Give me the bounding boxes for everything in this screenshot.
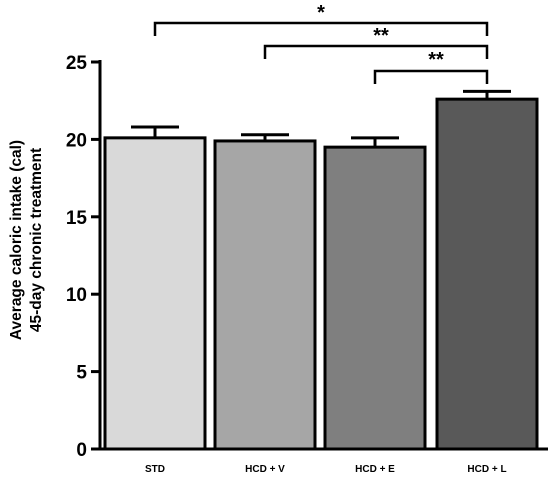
x-tick-label-0: STD xyxy=(145,464,165,475)
significance-label-1: ** xyxy=(373,25,389,47)
significance-label-2: ** xyxy=(428,49,444,71)
significance-label-0: * xyxy=(317,2,325,24)
x-tick-label-2: HCD + E xyxy=(355,464,395,475)
y-tick-label-25: 25 xyxy=(66,53,88,74)
significance-bracket-1 xyxy=(263,44,489,59)
bar-hcd-e xyxy=(323,145,427,451)
y-axis-label-line-2: 45-day chronic treatment xyxy=(28,148,45,332)
error-bar-0 xyxy=(131,125,179,138)
x-tick-label-1: HCD + V xyxy=(245,464,285,475)
y-tick-label-5: 5 xyxy=(76,363,87,384)
error-bar-2 xyxy=(351,136,399,148)
x-tick-label-3: HCD + L xyxy=(467,464,506,475)
y-tick-label-15: 15 xyxy=(66,208,88,229)
y-tick-label-20: 20 xyxy=(66,130,87,151)
y-axis-label-line-1: Average caloric intake (cal) xyxy=(8,140,25,340)
bar-std xyxy=(103,136,207,451)
bar-hcd-l xyxy=(435,97,539,451)
error-bar-1 xyxy=(241,133,289,141)
y-tick-label-10: 10 xyxy=(66,285,87,306)
bar-hcd-v xyxy=(213,139,317,451)
significance-bracket-0 xyxy=(153,21,489,36)
significance-bracket-2 xyxy=(373,69,489,84)
y-tick-label-0: 0 xyxy=(76,440,87,461)
error-bar-3 xyxy=(463,89,511,100)
